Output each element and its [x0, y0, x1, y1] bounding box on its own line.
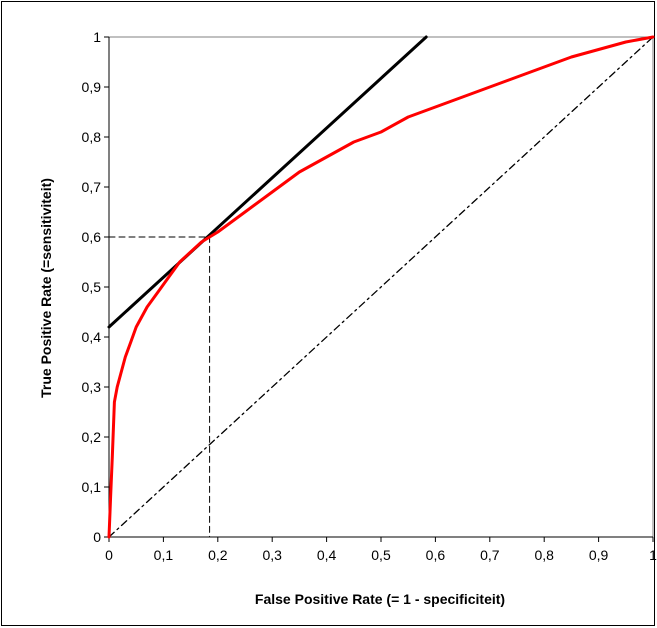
y-tick-label: 0 — [93, 529, 101, 545]
y-tick-label: 0,4 — [82, 329, 102, 345]
x-tick-label: 1 — [649, 547, 657, 563]
x-tick-label: 0,2 — [208, 547, 228, 563]
y-axis-label: True Positive Rate (=sensitiviteit) — [38, 178, 54, 398]
y-tick-label: 0,2 — [82, 429, 102, 445]
x-tick-label: 0,7 — [480, 547, 500, 563]
x-tick-label: 0,1 — [154, 547, 174, 563]
y-tick-label: 1 — [93, 29, 101, 45]
y-tick-label: 0,9 — [82, 79, 102, 95]
x-tick-label: 0,5 — [371, 547, 391, 563]
y-tick-label: 0,6 — [82, 229, 102, 245]
x-tick-label: 0 — [105, 547, 113, 563]
x-tick-label: 0,9 — [589, 547, 609, 563]
x-axis-label: False Positive Rate (= 1 - specificiteit… — [255, 591, 505, 607]
plot-area: 0 0,1 0,2 0,3 0,4 0,5 0,6 0,7 0,8 0,9 1 0 0,1 0,2 0,3 0… — [82, 29, 657, 563]
y-tick-label: 0,5 — [82, 279, 102, 295]
black-tangent-line — [107, 35, 428, 329]
red-roc-curve — [107, 35, 655, 539]
x-tick-label: 0,8 — [534, 547, 554, 563]
y-tick-label: 0,7 — [82, 179, 102, 195]
x-tick-label: 0,4 — [317, 547, 337, 563]
x-tick-label: 0,3 — [262, 547, 282, 563]
y-tick-label: 0,3 — [82, 379, 102, 395]
y-tick-label: 0,1 — [82, 479, 102, 495]
x-tick-label: 0,6 — [426, 547, 446, 563]
y-tick-label: 0,8 — [82, 129, 102, 145]
diagonal-reference-line — [108, 36, 654, 538]
